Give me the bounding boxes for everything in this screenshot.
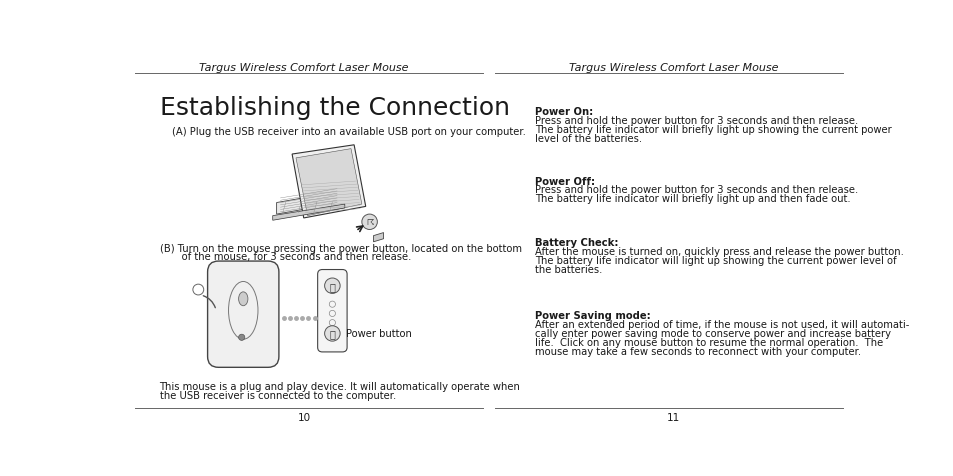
Text: Establishing the Connection: Establishing the Connection [159,96,509,119]
Circle shape [324,278,340,294]
Polygon shape [276,191,342,215]
Text: The battery life indicator will briefly light up and then fade out.: The battery life indicator will briefly … [535,194,850,204]
Text: (B) Turn on the mouse pressing the power button, located on the bottom: (B) Turn on the mouse pressing the power… [159,243,521,253]
Circle shape [361,215,377,230]
Text: This mouse is a plug and play device. It will automatically operate when: This mouse is a plug and play device. It… [159,381,520,391]
Text: 10: 10 [297,413,311,423]
Polygon shape [373,233,383,242]
Text: Power Saving mode:: Power Saving mode: [535,311,651,321]
FancyBboxPatch shape [317,270,347,352]
Text: ⏻: ⏻ [329,329,335,339]
Text: Power button: Power button [346,329,412,339]
Text: (A) Plug the USB receiver into an available USB port on your computer.: (A) Plug the USB receiver into an availa… [172,126,525,136]
Polygon shape [292,146,365,218]
Circle shape [238,335,245,341]
Polygon shape [295,149,361,216]
Text: ☈: ☈ [365,218,373,227]
Text: level of the batteries.: level of the batteries. [535,134,642,144]
Text: life.  Click on any mouse button to resume the normal operation.  The: life. Click on any mouse button to resum… [535,337,882,347]
Text: After an extended period of time, if the mouse is not used, it will automati-: After an extended period of time, if the… [535,319,909,329]
Text: Targus Wireless Comfort Laser Mouse: Targus Wireless Comfort Laser Mouse [568,63,778,73]
Text: the USB receiver is connected to the computer.: the USB receiver is connected to the com… [159,390,395,400]
Text: the batteries.: the batteries. [535,264,602,274]
Text: Press and hold the power button for 3 seconds and then release.: Press and hold the power button for 3 se… [535,185,858,195]
Ellipse shape [238,292,248,306]
Text: Targus Wireless Comfort Laser Mouse: Targus Wireless Comfort Laser Mouse [199,63,409,73]
Text: Power On:: Power On: [535,107,593,117]
Text: Power Off:: Power Off: [535,176,595,186]
Text: cally enter power saving mode to conserve power and increase battery: cally enter power saving mode to conserv… [535,328,890,338]
Text: 11: 11 [666,413,679,423]
Text: After the mouse is turned on, quickly press and release the power button.: After the mouse is turned on, quickly pr… [535,247,903,257]
Text: The battery life indicator will briefly light up showing the current power: The battery life indicator will briefly … [535,125,891,135]
Text: Press and hold the power button for 3 seconds and then release.: Press and hold the power button for 3 se… [535,116,858,126]
Text: ⏻: ⏻ [329,281,335,291]
FancyBboxPatch shape [208,261,278,367]
Text: mouse may take a few seconds to reconnect with your computer.: mouse may take a few seconds to reconnec… [535,346,861,356]
Polygon shape [273,205,344,221]
Text: of the mouse, for 3 seconds and then release.: of the mouse, for 3 seconds and then rel… [166,251,411,261]
Circle shape [324,326,340,341]
Text: Battery Check:: Battery Check: [535,238,618,248]
Text: The battery life indicator will light up showing the current power level of: The battery life indicator will light up… [535,255,896,265]
